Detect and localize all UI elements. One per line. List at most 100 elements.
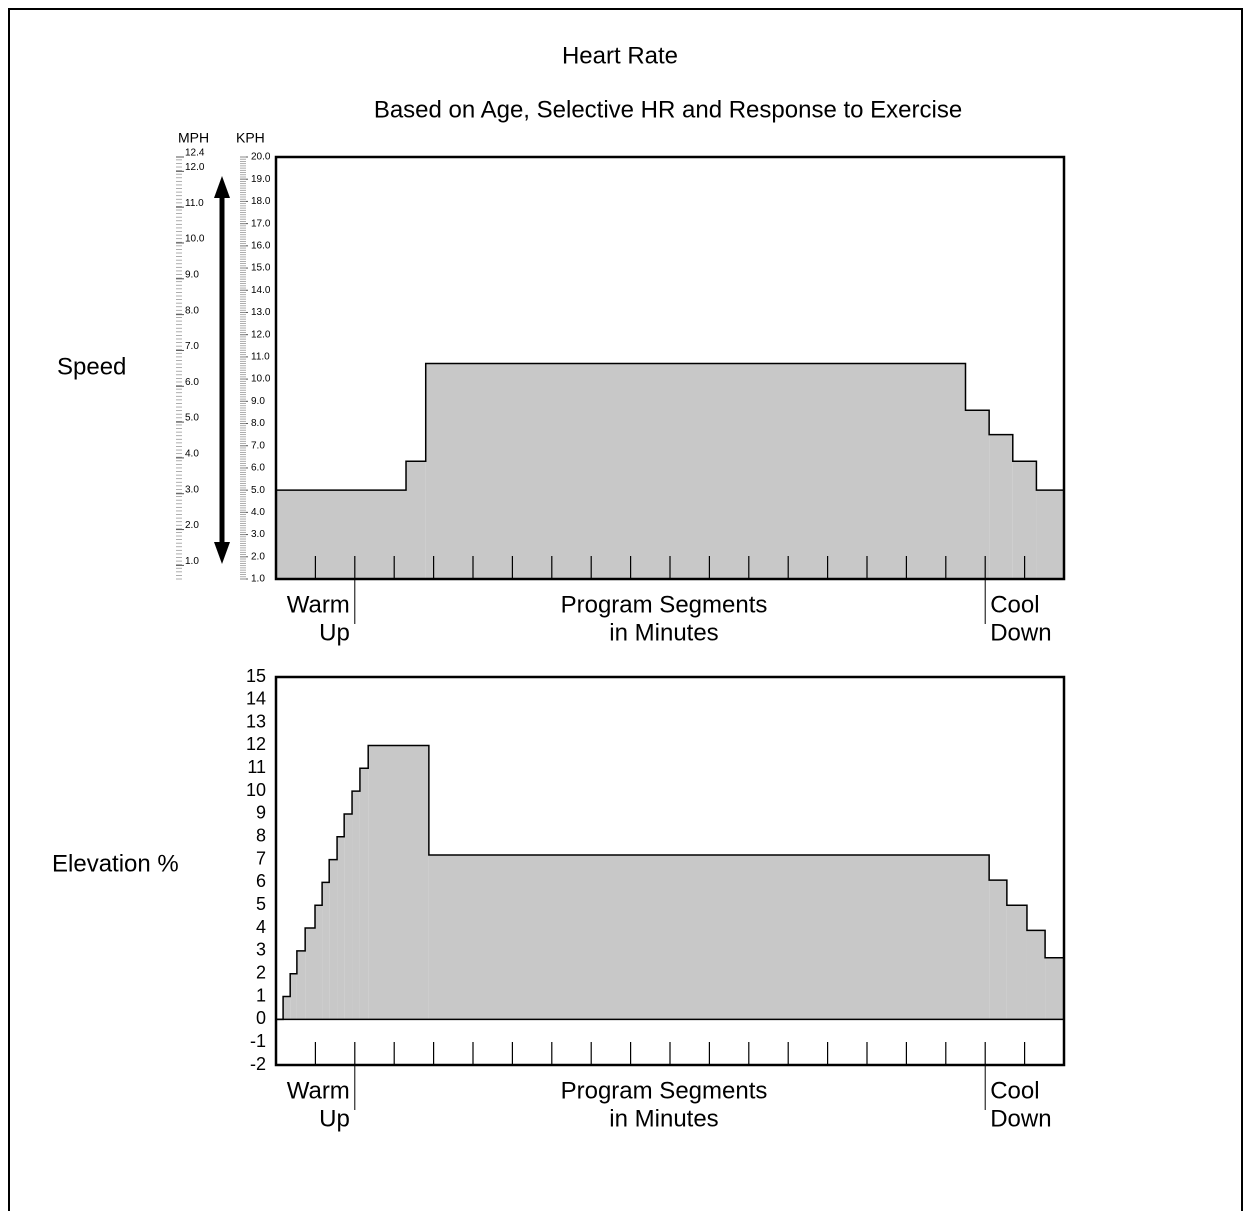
y2-tick-label: 9.0 bbox=[185, 269, 199, 280]
phase-label: Down bbox=[990, 619, 1051, 646]
step-segment bbox=[329, 859, 338, 1020]
plot-frame bbox=[274, 155, 1066, 581]
y-tick-label: 8.0 bbox=[251, 418, 265, 429]
y-tick-label: 14 bbox=[246, 689, 266, 709]
y-tick-label: 5 bbox=[256, 894, 266, 914]
phase-label: Cool bbox=[990, 1077, 1039, 1104]
y2-tick-label: 12.4 bbox=[185, 148, 205, 159]
phase-label: Warm bbox=[287, 591, 350, 618]
phase-label: Up bbox=[319, 1105, 350, 1132]
y-tick-label: 10.0 bbox=[251, 374, 271, 385]
step-segment bbox=[290, 973, 297, 1020]
y-tick-label: 3.0 bbox=[251, 529, 265, 540]
step-segment bbox=[368, 745, 429, 1020]
y-tick-label: 15.0 bbox=[251, 263, 271, 274]
step-segment bbox=[428, 855, 990, 1020]
y-tick-label: 12.0 bbox=[251, 329, 271, 340]
phase-label: Cool bbox=[990, 591, 1039, 618]
y2-tick-label: 10.0 bbox=[185, 234, 205, 245]
y-tick-label: 13.0 bbox=[251, 307, 271, 318]
step-segment bbox=[965, 410, 990, 579]
step-segment bbox=[283, 996, 291, 1020]
step-line bbox=[276, 744, 1065, 1021]
step-segment bbox=[989, 434, 1013, 579]
y-axis-label: KPH bbox=[236, 130, 265, 146]
y-tick-label: 19.0 bbox=[251, 174, 271, 185]
step-segment bbox=[1036, 490, 1064, 579]
y-tick-label: 2.0 bbox=[251, 551, 265, 562]
step-segment bbox=[1012, 461, 1037, 579]
step-segment bbox=[989, 880, 1007, 1020]
y-axis-title: Speed bbox=[57, 353, 126, 380]
phase-label: Down bbox=[990, 1105, 1051, 1132]
y2-tick-label: 1.0 bbox=[185, 556, 199, 567]
x-axis-title: in Minutes bbox=[609, 619, 718, 646]
step-segment bbox=[352, 791, 360, 1020]
y2-axis-label: MPH bbox=[178, 130, 209, 146]
y2-tick-label: 11.0 bbox=[185, 198, 204, 209]
y-tick-label: 18.0 bbox=[251, 196, 271, 207]
y2-tick-label: 2.0 bbox=[185, 520, 199, 531]
step-segment bbox=[406, 461, 426, 579]
step-segment bbox=[315, 905, 323, 1020]
y-tick-label: 1 bbox=[256, 985, 266, 1005]
y-tick-label: 7.0 bbox=[251, 440, 265, 451]
y-tick-label: 15 bbox=[246, 666, 266, 686]
phase-label: Up bbox=[319, 619, 350, 646]
step-segment bbox=[276, 490, 407, 579]
step-segment bbox=[344, 813, 353, 1020]
step-segment bbox=[359, 768, 369, 1020]
y-tick-label: 9 bbox=[256, 803, 266, 823]
x-axis-title: Program Segments bbox=[561, 1077, 768, 1104]
y-tick-label: 3 bbox=[256, 940, 266, 960]
phase-label: Warm bbox=[287, 1077, 350, 1104]
y-tick-label: 4.0 bbox=[251, 507, 265, 518]
y-tick-label: 13 bbox=[246, 711, 266, 731]
y2-tick-label: 5.0 bbox=[185, 413, 199, 424]
step-segment bbox=[305, 928, 316, 1020]
x-axis-title: in Minutes bbox=[609, 1105, 718, 1132]
step-line bbox=[275, 362, 1065, 579]
y2-tick-label: 6.0 bbox=[185, 377, 199, 388]
step-segment bbox=[1026, 930, 1046, 1020]
y2-tick-label: 7.0 bbox=[185, 341, 199, 352]
y-tick-label: 10 bbox=[246, 780, 266, 800]
frame bbox=[8, 8, 1243, 1211]
y-tick-label: 9.0 bbox=[251, 396, 265, 407]
step-segment bbox=[1045, 957, 1064, 1020]
y-tick-label: 14.0 bbox=[251, 285, 271, 296]
y2-tick-label: 4.0 bbox=[185, 449, 199, 460]
y-tick-label: -2 bbox=[250, 1054, 266, 1074]
step-segment bbox=[1006, 905, 1027, 1020]
y-tick-label: 11.0 bbox=[251, 352, 270, 363]
chart-subtitle: Based on Age, Selective HR and Response … bbox=[374, 96, 962, 123]
y-axis-title: Elevation % bbox=[52, 850, 179, 877]
y-tick-label: 2 bbox=[256, 962, 266, 982]
y2-tick-label: 8.0 bbox=[185, 305, 199, 316]
y-tick-label: 6.0 bbox=[251, 463, 265, 474]
double-arrow bbox=[214, 176, 230, 564]
y-tick-label: -1 bbox=[250, 1031, 266, 1051]
y-tick-label: 1.0 bbox=[251, 574, 265, 585]
y-tick-label: 12 bbox=[246, 734, 266, 754]
x-axis-title: Program Segments bbox=[561, 591, 768, 618]
y-tick-label: 6 bbox=[256, 871, 266, 891]
y-tick-label: 7 bbox=[256, 848, 266, 868]
y-tick-label: 8 bbox=[256, 826, 266, 846]
step-segment bbox=[337, 836, 345, 1020]
step-segment bbox=[425, 363, 966, 579]
y2-tick-label: 12.0 bbox=[185, 162, 205, 173]
y2-tick-label: 3.0 bbox=[185, 484, 199, 495]
y-tick-label: 0 bbox=[256, 1008, 266, 1028]
y-tick-label: 20.0 bbox=[251, 152, 271, 163]
chart-title: Heart Rate bbox=[562, 42, 678, 69]
step-segment bbox=[296, 950, 306, 1020]
step-segment bbox=[322, 882, 330, 1020]
y-tick-label: 11 bbox=[247, 757, 266, 777]
y-tick-label: 5.0 bbox=[251, 485, 265, 496]
y-tick-label: 17.0 bbox=[251, 218, 271, 229]
y-tick-label: 4 bbox=[256, 917, 266, 937]
y-tick-label: 16.0 bbox=[251, 240, 271, 251]
plot-frame bbox=[274, 675, 1066, 1067]
